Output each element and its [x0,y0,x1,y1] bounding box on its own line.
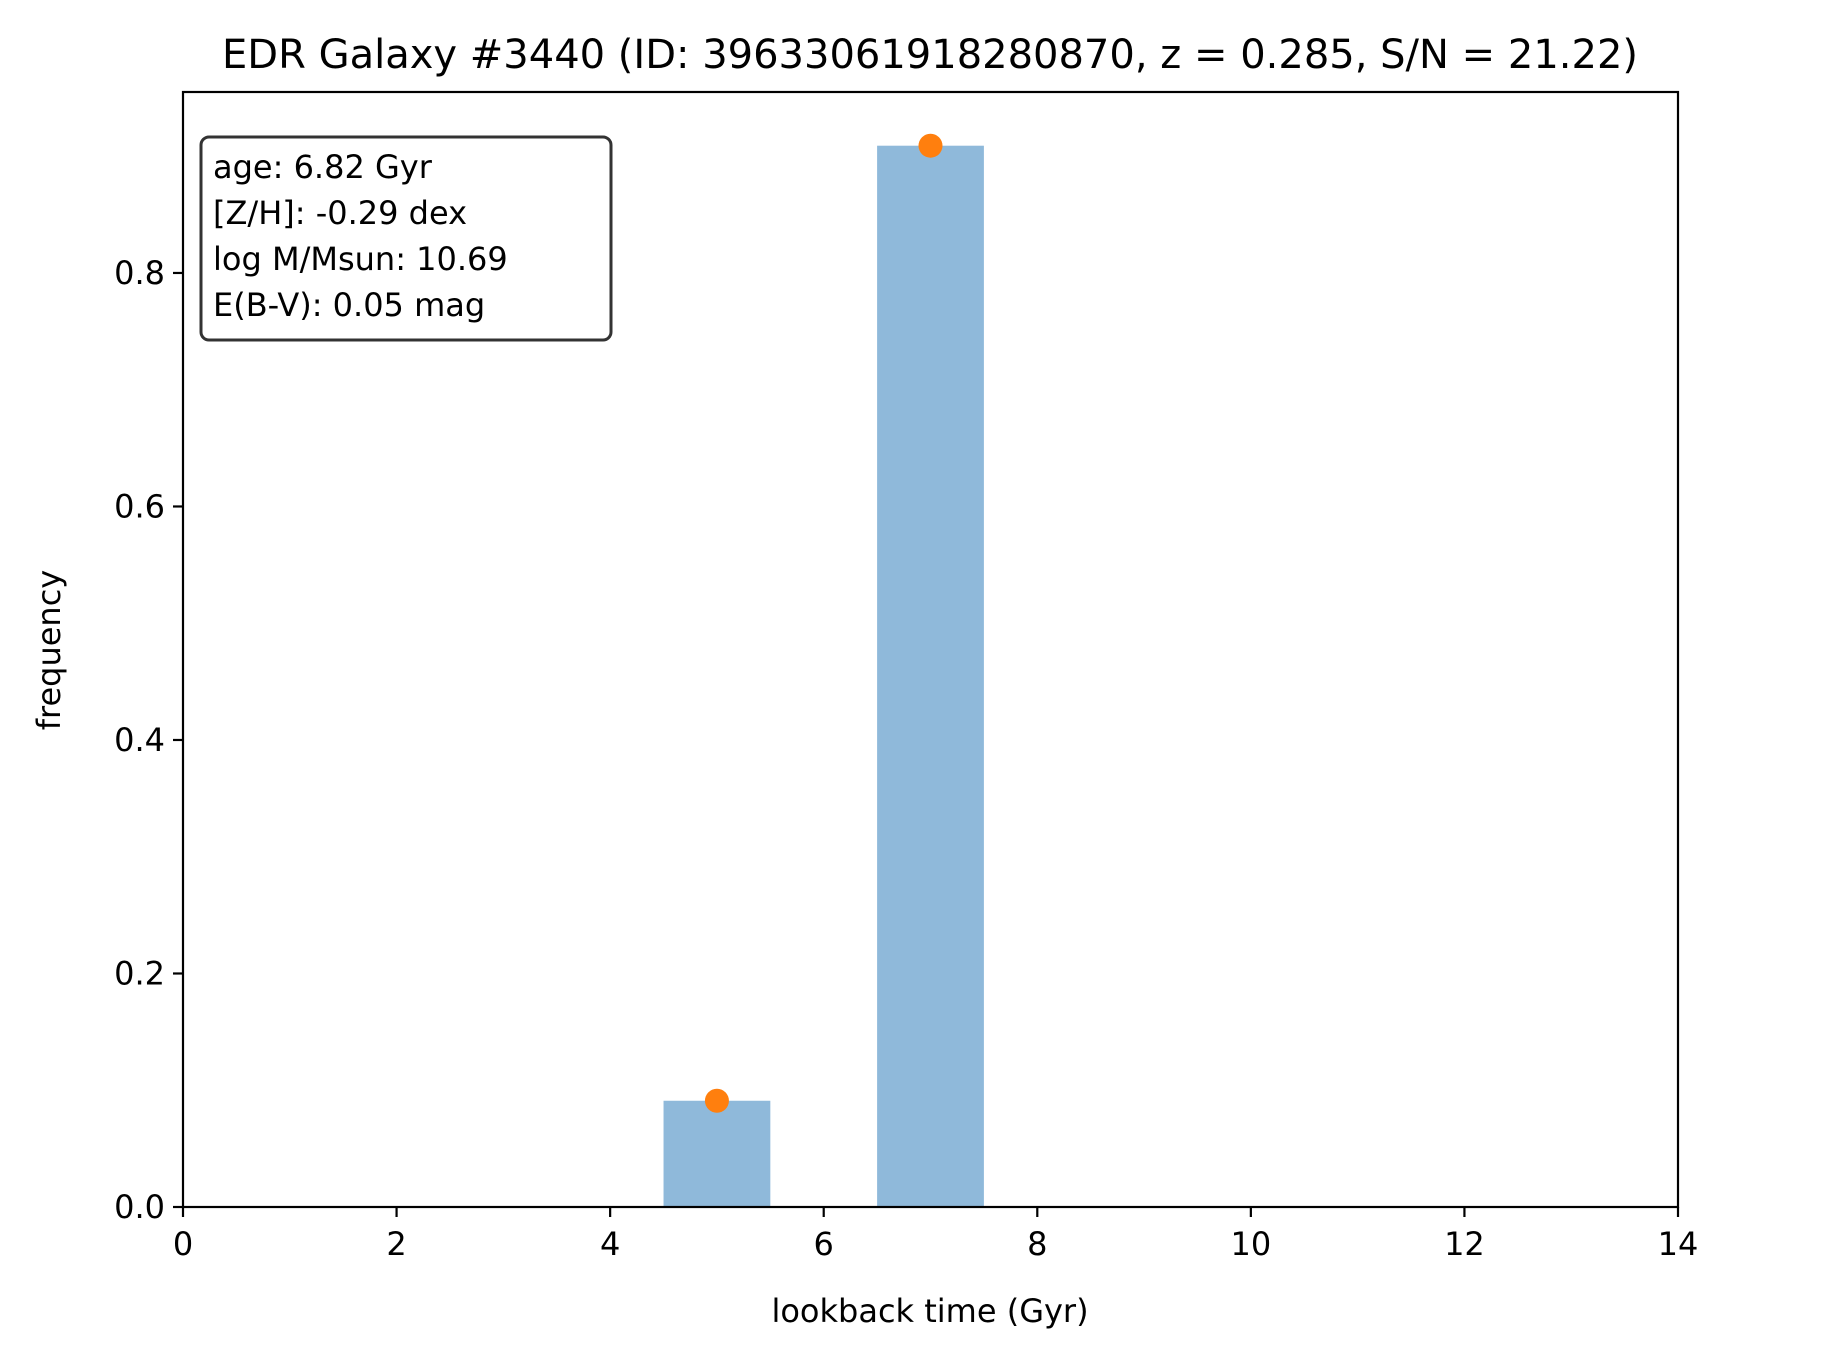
chart-title: EDR Galaxy #3440 (ID: 39633061918280870,… [222,32,1638,78]
x-tick-label: 4 [600,1225,620,1263]
bars-layer [663,145,984,1208]
x-tick-label: 14 [1658,1225,1699,1263]
y-axis-ticks: 0.0 0.2 0.4 0.6 0.8 [114,254,183,1226]
x-tick-label: 0 [173,1225,193,1263]
y-tick-label: 0.0 [114,1188,165,1226]
info-box: age: 6.82 Gyr [Z/H]: -0.29 dex log M/Msu… [199,135,613,342]
info-line-extinction: E(B-V): 0.05 mag [213,286,485,324]
y-tick-label: 0.6 [114,487,165,525]
info-box-frame [199,135,613,342]
info-line-mass: log M/Msun: 10.69 [213,240,508,278]
y-tick-label: 0.2 [114,954,165,992]
y-tick-label: 0.4 [114,721,165,759]
plot-frame [181,90,1680,1209]
info-line-metallicity: [Z/H]: -0.29 dex [213,194,467,232]
info-line-age: age: 6.82 Gyr [213,148,433,186]
x-tick-label: 8 [1027,1225,1047,1263]
y-axis-label: frequency [30,570,68,731]
x-axis-label: lookback time (Gyr) [771,1292,1088,1330]
x-axis-ticks: 0 2 4 6 8 10 12 14 [173,1207,1699,1263]
x-tick-label: 12 [1444,1225,1485,1263]
x-tick-label: 6 [814,1225,834,1263]
x-tick-label: 10 [1230,1225,1271,1263]
histogram-bar [877,145,984,1208]
data-point [918,133,943,158]
points-layer [704,133,943,1113]
y-tick-label: 0.8 [114,254,165,292]
histogram-bar [663,1100,771,1207]
x-tick-label: 2 [386,1225,406,1263]
data-point [704,1088,729,1113]
